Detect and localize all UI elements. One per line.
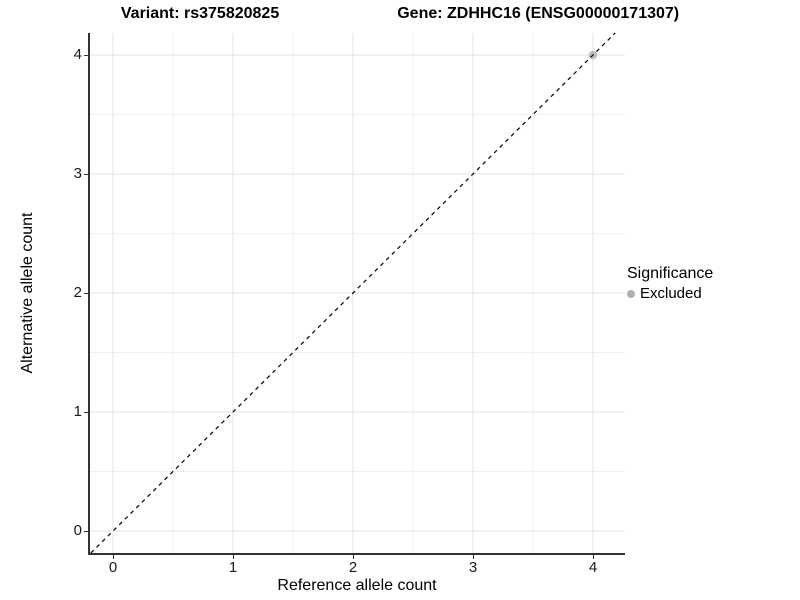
plot-title-variant: Variant: rs375820825 (120, 5, 280, 22)
plot-canvas (90, 32, 625, 554)
y-axis-title: Alternative allele count (19, 212, 36, 374)
plot-title-gene: Gene: ZDHHC16 (ENSG00000171307) (397, 5, 680, 22)
y-tick-mark (84, 530, 88, 532)
legend-point-icon (627, 289, 635, 298)
x-tick-label: 2 (348, 559, 358, 576)
plot-panel (88, 32, 625, 555)
legend-items: Excluded (627, 285, 713, 302)
y-tick-mark (84, 292, 88, 294)
x-tick-label: 1 (228, 559, 238, 576)
x-tick-mark (592, 555, 594, 559)
identity-line (90, 32, 616, 554)
x-tick-label: 3 (468, 559, 478, 576)
y-tick-mark (84, 411, 88, 413)
x-tick-label: 0 (108, 559, 118, 576)
y-tick-label: 0 (73, 522, 82, 539)
y-tick-label: 2 (73, 284, 82, 301)
legend: Significance Excluded (627, 265, 713, 302)
x-axis-title: Reference allele count (277, 577, 437, 594)
y-tick-label: 4 (73, 46, 82, 63)
y-tick-label: 1 (73, 403, 82, 420)
x-tick-mark (232, 555, 234, 559)
y-tick-label: 3 (73, 165, 82, 182)
y-tick-mark (84, 54, 88, 56)
x-tick-mark (352, 555, 354, 559)
plot-title: Variant: rs375820825 Gene: ZDHHC16 (ENSG… (0, 5, 800, 23)
x-tick-label: 4 (588, 559, 598, 576)
y-tick-mark (84, 173, 88, 175)
x-tick-mark (112, 555, 114, 559)
x-tick-mark (472, 555, 474, 559)
legend-title: Significance (627, 265, 714, 282)
legend-item-label: Excluded (640, 285, 702, 302)
legend-item: Excluded (627, 285, 713, 302)
